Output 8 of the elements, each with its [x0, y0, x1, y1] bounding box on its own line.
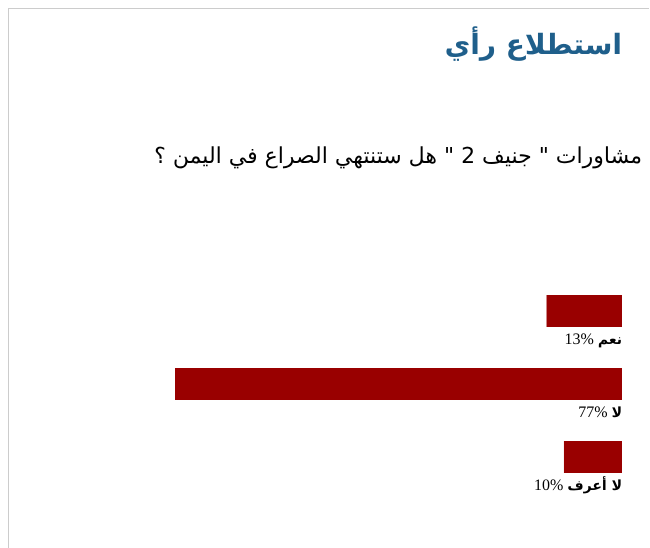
data-label: 13% — [564, 331, 594, 348]
chart-title: استطلاع رأي — [444, 28, 622, 61]
y-tick-label: لا — [612, 405, 622, 421]
data-label: 10% — [534, 477, 564, 494]
chart-subtitle: مشاورات " جنيف 2 " هل ستنتهي الصراع في اليمن ؟ — [153, 143, 642, 171]
y-tick-label: نعم — [598, 332, 622, 348]
data-label: 77% — [578, 404, 608, 421]
y-tick-label: لا أعرف — [567, 476, 622, 494]
